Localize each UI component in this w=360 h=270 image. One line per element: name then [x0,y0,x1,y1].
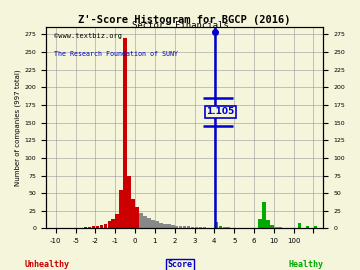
Title: Z'-Score Histogram for BGCP (2016): Z'-Score Histogram for BGCP (2016) [78,15,291,25]
Bar [92,226,95,228]
Bar [112,219,115,228]
Bar [155,221,159,228]
Bar [270,225,274,228]
Bar [266,220,270,228]
Bar [183,226,186,228]
Y-axis label: Number of companies (997 total): Number of companies (997 total) [15,70,22,186]
Bar [147,218,151,228]
Bar [143,216,147,228]
Bar [226,227,230,228]
Bar [151,220,155,228]
Text: Unhealthy: Unhealthy [24,260,69,269]
Bar [108,221,111,228]
Bar [314,226,317,228]
Bar [278,227,282,228]
Bar [222,227,226,228]
Bar [135,207,139,228]
Bar [104,224,107,228]
Bar [203,227,206,228]
Bar [199,227,202,228]
Bar [139,213,143,228]
Bar [167,224,171,228]
Bar [96,226,99,228]
Bar [274,227,278,228]
Bar [175,226,179,228]
Bar [298,223,301,228]
Text: Sector: Financials: Sector: Financials [132,21,228,30]
Text: The Research Foundation of SUNY: The Research Foundation of SUNY [54,51,178,57]
Bar [163,224,167,228]
Bar [179,226,183,228]
Bar [123,38,127,228]
Bar [127,176,131,228]
Bar [306,226,309,228]
Bar [187,226,190,228]
Bar [191,227,194,228]
Text: Healthy: Healthy [288,260,324,269]
Bar [195,227,198,228]
Text: 1.105: 1.105 [206,107,235,116]
Bar [215,222,218,228]
Bar [120,190,123,228]
Bar [159,223,163,228]
Bar [219,226,222,228]
Bar [131,199,135,228]
Bar [258,219,262,228]
Bar [262,202,266,228]
Bar [84,227,87,228]
Bar [88,227,91,228]
Bar [171,225,175,228]
Text: Score: Score [167,260,193,269]
Text: ©www.textbiz.org: ©www.textbiz.org [54,33,122,39]
Bar [100,225,103,228]
Bar [116,214,119,228]
